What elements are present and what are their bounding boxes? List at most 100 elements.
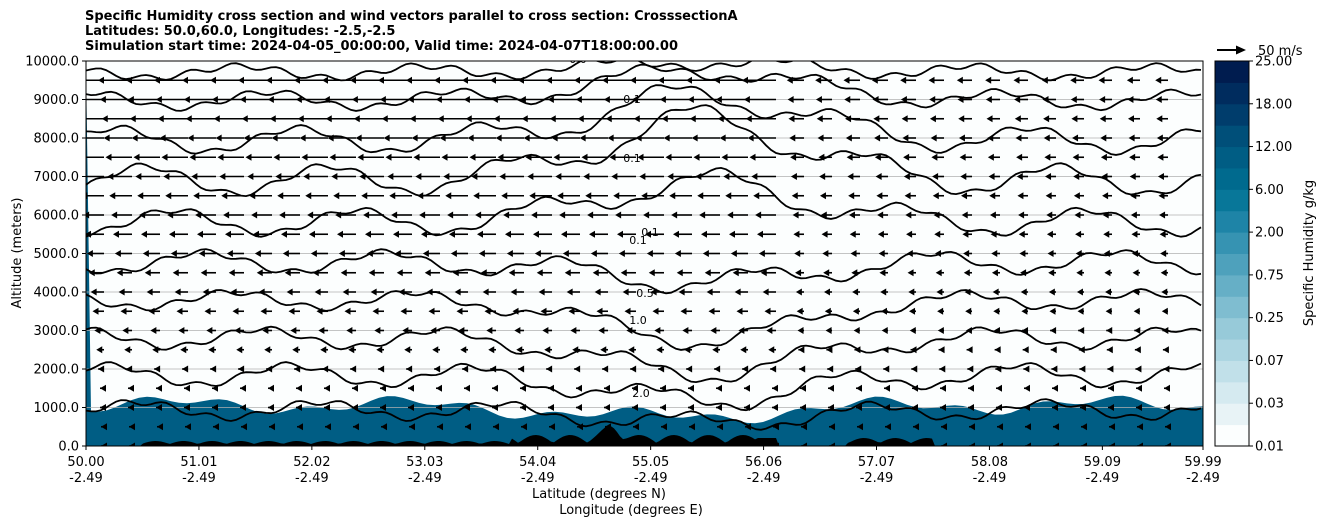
terrain bbox=[86, 426, 1203, 446]
wind-arrow bbox=[961, 211, 972, 219]
wind-arrow bbox=[1048, 269, 1056, 277]
wind-arrow bbox=[553, 153, 580, 161]
wind-arrow bbox=[1076, 269, 1084, 277]
wind-arrow bbox=[723, 173, 748, 180]
wind-arrow bbox=[549, 115, 580, 123]
wind-arrow bbox=[963, 269, 972, 277]
x-tick-label-lat: 56.06 bbox=[745, 455, 782, 470]
wind-arrow bbox=[325, 423, 331, 431]
wind-arrow bbox=[987, 153, 1000, 161]
wind-arrow bbox=[766, 327, 776, 334]
wind-arrow bbox=[318, 327, 328, 334]
wind-arrow bbox=[101, 423, 107, 431]
wind-arrow bbox=[402, 327, 412, 334]
wind-arrow bbox=[1077, 307, 1084, 315]
wind-arrow bbox=[128, 384, 134, 392]
wind-arrow bbox=[993, 327, 1000, 334]
wind-arrow bbox=[1025, 442, 1031, 446]
wind-arrow bbox=[86, 230, 104, 238]
wind-arrow bbox=[467, 134, 496, 142]
wind-arrow bbox=[198, 250, 216, 257]
wind-arrow bbox=[762, 288, 776, 296]
wind-arrow bbox=[1128, 115, 1140, 123]
wind-arrow bbox=[688, 384, 694, 392]
wind-arrow bbox=[447, 211, 468, 219]
wind-arrow bbox=[934, 230, 944, 238]
wind-arrow bbox=[525, 153, 552, 161]
wind-arrow bbox=[161, 153, 188, 161]
wind-arrow bbox=[966, 346, 973, 354]
wind-arrow bbox=[374, 327, 384, 334]
wind-arrow bbox=[310, 250, 328, 257]
wind-arrow bbox=[742, 76, 776, 84]
wind-arrow bbox=[492, 384, 498, 392]
wind-arrow bbox=[406, 365, 413, 373]
wind-arrow bbox=[656, 346, 664, 354]
wind-arrow bbox=[902, 134, 916, 142]
wind-arrow bbox=[577, 115, 608, 123]
wind-arrow bbox=[643, 211, 664, 219]
wind-arrow bbox=[100, 384, 106, 392]
wind-arrow bbox=[908, 288, 916, 296]
wind-arrow bbox=[184, 404, 190, 411]
wind-arrow bbox=[193, 192, 216, 200]
wind-arrow bbox=[1074, 211, 1084, 219]
wind-arrow bbox=[295, 96, 328, 103]
wind-arrow bbox=[538, 288, 552, 296]
wind-arrow bbox=[113, 230, 132, 238]
wind-arrow bbox=[111, 211, 132, 219]
wind-arrow bbox=[1130, 211, 1140, 219]
wind-arrow bbox=[180, 346, 188, 354]
wind-arrow bbox=[131, 134, 160, 142]
wind-arrow bbox=[251, 211, 272, 219]
x-axis-label-lon: Longitude (degrees E) bbox=[559, 503, 703, 518]
wind-arrow bbox=[521, 115, 552, 123]
wind-arrow bbox=[163, 173, 188, 180]
wind-arrow bbox=[353, 115, 384, 123]
colorbar-swatch bbox=[1215, 274, 1249, 297]
wind-arrow bbox=[714, 365, 721, 373]
wind-arrow bbox=[630, 365, 637, 373]
wind-arrow bbox=[882, 346, 889, 354]
wind-arrow bbox=[1051, 365, 1058, 373]
wind-arrow bbox=[137, 192, 160, 200]
wind-arrow bbox=[1134, 346, 1141, 354]
wind-arrow bbox=[1102, 211, 1112, 219]
wind-arrow bbox=[169, 230, 188, 238]
wind-arrow bbox=[764, 307, 776, 315]
wind-arrow bbox=[359, 173, 384, 180]
wind-arrow bbox=[1160, 250, 1168, 257]
wind-arrow bbox=[848, 192, 860, 200]
wind-arrow bbox=[583, 173, 608, 180]
wind-arrow bbox=[1162, 346, 1169, 354]
wind-arrow bbox=[903, 153, 916, 161]
wind-arrow bbox=[239, 96, 272, 103]
wind-arrow bbox=[815, 76, 832, 84]
wind-arrow bbox=[611, 173, 636, 180]
wind-arrow bbox=[1163, 365, 1170, 373]
wind-arrow bbox=[86, 175, 104, 178]
wind-arrow bbox=[296, 404, 302, 411]
wind-arrow bbox=[157, 115, 188, 123]
wind-arrow bbox=[596, 307, 608, 315]
wind-arrow bbox=[1136, 384, 1142, 392]
wind-arrow bbox=[905, 211, 916, 219]
contour-line bbox=[86, 325, 1202, 384]
wind-arrow bbox=[788, 115, 804, 123]
wind-arrow bbox=[1014, 96, 1028, 103]
wind-arrow bbox=[957, 96, 972, 103]
wind-arrow bbox=[1158, 192, 1168, 200]
wind-arrow bbox=[314, 288, 328, 296]
wind-arrow bbox=[633, 115, 664, 123]
wind-arrow bbox=[514, 327, 524, 334]
colorbar-swatch bbox=[1215, 103, 1249, 126]
wind-arrow bbox=[671, 211, 692, 219]
wind-arrow bbox=[165, 192, 188, 200]
wind-arrow bbox=[129, 115, 160, 123]
wind-arrow bbox=[710, 327, 720, 334]
wind-arrow bbox=[352, 384, 358, 392]
wind-arrow bbox=[99, 96, 132, 103]
wind-arrow bbox=[829, 423, 835, 431]
wind-arrow bbox=[941, 442, 947, 446]
contour-line bbox=[86, 63, 1202, 112]
